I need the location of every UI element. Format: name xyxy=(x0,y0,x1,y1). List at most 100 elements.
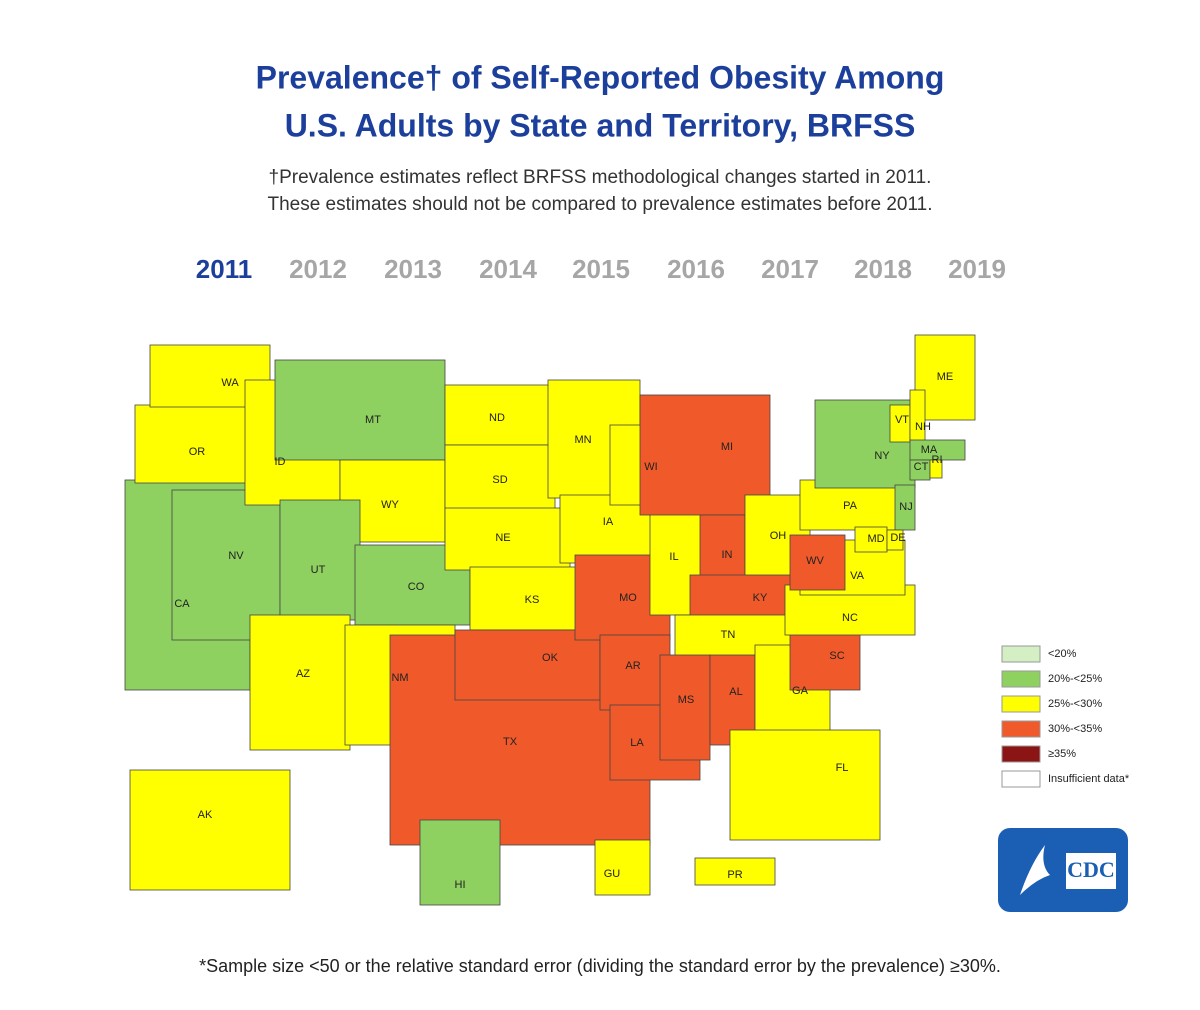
state-label: ME xyxy=(937,371,954,383)
state-shape xyxy=(894,484,916,531)
state-label: MA xyxy=(921,444,938,456)
state-label: MD xyxy=(867,533,884,545)
legend-swatch xyxy=(1001,770,1041,788)
state-label: TN xyxy=(721,629,736,641)
state-label: DE xyxy=(890,532,905,544)
year-tab[interactable]: 2016 xyxy=(667,254,725,284)
state-shape xyxy=(149,344,271,408)
state-label: AZ xyxy=(296,668,310,680)
state-label: IL xyxy=(669,551,678,563)
state-shape xyxy=(909,389,926,443)
state-shape xyxy=(659,654,711,761)
state-shape xyxy=(929,459,943,479)
state-label: PA xyxy=(843,500,858,512)
state-label: GU xyxy=(604,868,621,880)
state-label: LA xyxy=(630,737,644,749)
state-label: FL xyxy=(836,762,849,774)
state-label: IA xyxy=(603,516,614,528)
state-shape xyxy=(729,729,881,841)
state-shape xyxy=(249,614,351,751)
state-label: SD xyxy=(492,474,507,486)
state-label: MN xyxy=(574,434,591,446)
state-label: HI xyxy=(455,879,466,891)
state-label: NY xyxy=(874,450,890,462)
state-label: UT xyxy=(311,564,326,576)
year-tab[interactable]: 2017 xyxy=(761,254,819,284)
state-label: KS xyxy=(525,594,540,606)
year-tab[interactable]: 2011 xyxy=(196,254,252,284)
state-label: IN xyxy=(722,549,733,561)
legend-swatch xyxy=(1001,645,1041,663)
legend-label: 25%-<30% xyxy=(1048,698,1102,710)
subtitle: †Prevalence estimates reflect BRFSS meth… xyxy=(269,167,932,188)
state-label: WY xyxy=(381,499,399,511)
footnote: *Sample size <50 or the relative standar… xyxy=(199,956,1001,976)
state-label: NM xyxy=(391,672,408,684)
state-label: AL xyxy=(729,686,742,698)
state-shape xyxy=(469,566,596,631)
state-label: WA xyxy=(221,377,239,389)
state-label: PR xyxy=(727,869,742,881)
year-tab[interactable]: 2012 xyxy=(289,254,347,284)
title: Prevalence† of Self-Reported Obesity Amo… xyxy=(256,59,945,95)
cdc-logo: CDC xyxy=(998,828,1128,912)
title: U.S. Adults by State and Territory, BRFS… xyxy=(285,107,916,143)
state-shape xyxy=(274,359,446,461)
legend-label: 30%-<35% xyxy=(1048,723,1102,735)
legend-swatch xyxy=(1001,670,1041,688)
state-label: TX xyxy=(503,736,518,748)
state-label: NH xyxy=(915,421,931,433)
state-label: WV xyxy=(806,555,824,567)
state-shape xyxy=(444,507,571,571)
legend-label: Insufficient data* xyxy=(1048,773,1130,785)
state-label: CA xyxy=(174,598,190,610)
state-label: KY xyxy=(753,592,768,604)
state-label: VA xyxy=(850,570,865,582)
state-label: SC xyxy=(829,650,844,662)
state-label: RI xyxy=(932,454,943,466)
logo-eagle xyxy=(1020,845,1050,895)
legend-label: <20% xyxy=(1048,648,1077,660)
legend-swatch xyxy=(1001,745,1041,763)
state-shape xyxy=(789,534,846,591)
state-label: GA xyxy=(792,685,809,697)
state-label: NJ xyxy=(899,501,912,513)
state-label: ID xyxy=(275,456,286,468)
logo-badge xyxy=(998,828,1128,912)
legend-swatch xyxy=(1001,695,1041,713)
state-label: NV xyxy=(228,550,244,562)
state-label: NE xyxy=(495,532,510,544)
legend-swatch xyxy=(1001,720,1041,738)
state-label: WI xyxy=(644,461,657,473)
state-shape xyxy=(599,634,671,711)
state-shape xyxy=(789,629,861,691)
year-tab[interactable]: 2019 xyxy=(948,254,1006,284)
year-tab[interactable]: 2015 xyxy=(572,254,630,284)
subtitle: These estimates should not be compared t… xyxy=(267,194,932,215)
state-shape xyxy=(279,499,361,621)
state-shape xyxy=(129,769,291,891)
state-shape xyxy=(454,629,601,701)
logo-box xyxy=(1066,853,1116,889)
state-shape xyxy=(886,529,904,551)
state-shape xyxy=(854,526,888,553)
state-label: VT xyxy=(895,414,909,426)
legend-label: ≥35% xyxy=(1048,748,1076,760)
state-label: MT xyxy=(365,414,381,426)
state-label: ND xyxy=(489,412,505,424)
year-tab[interactable]: 2013 xyxy=(384,254,442,284)
state-label: MI xyxy=(721,441,733,453)
state-label: AK xyxy=(198,809,213,821)
state-label: MS xyxy=(678,694,695,706)
year-tab[interactable]: 2018 xyxy=(854,254,912,284)
state-shape xyxy=(444,444,556,511)
state-shape xyxy=(419,819,501,906)
state-shape xyxy=(694,857,776,886)
state-label: CO xyxy=(408,581,425,593)
year-tab[interactable]: 2014 xyxy=(479,254,537,284)
logo-text: CDC xyxy=(1067,857,1115,882)
state-shape xyxy=(594,839,651,896)
state-shape xyxy=(444,384,551,446)
state-label: AR xyxy=(625,660,640,672)
